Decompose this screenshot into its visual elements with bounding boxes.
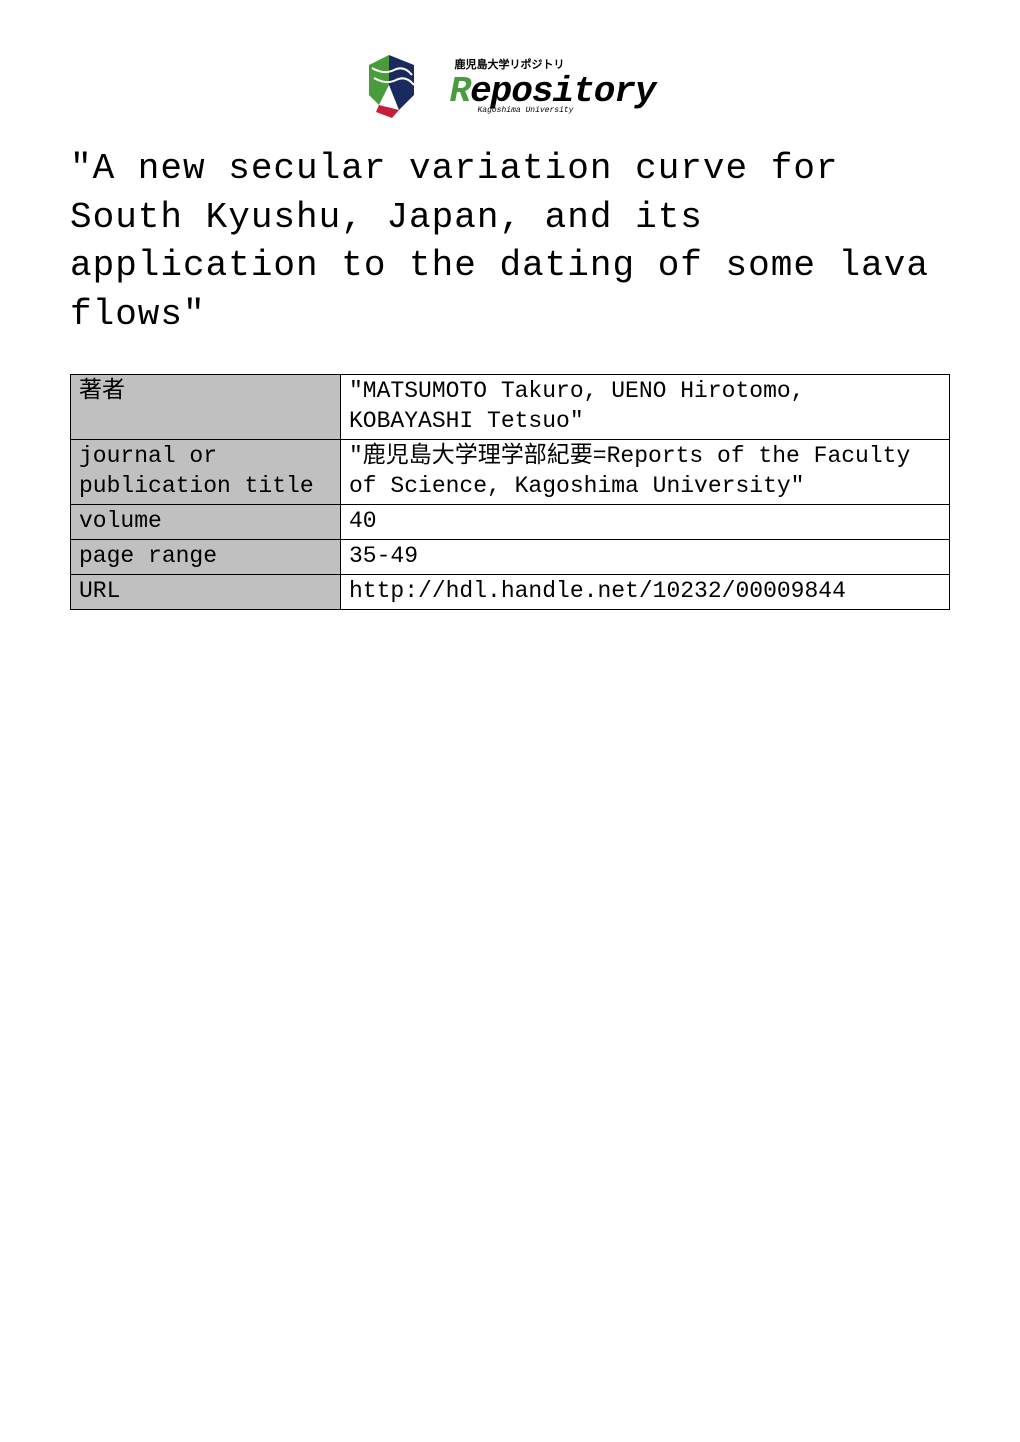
meta-value: 35-49 [341, 539, 950, 574]
logo-tagline: 鹿児島大学リポジトリ [454, 56, 655, 72]
table-row: journal or publication title"鹿児島大学理学部紀要=… [71, 440, 950, 505]
logo-wordmark: Repository [449, 74, 655, 110]
meta-value: "鹿児島大学理学部紀要=Reports of the Faculty of Sc… [341, 440, 950, 505]
meta-label: journal or publication title [71, 440, 341, 505]
repository-logo: 鹿児島大学リポジトリ Repository Kagoshima Universi… [364, 50, 655, 120]
logo-sub: Kagoshima University [477, 106, 655, 115]
logo-container: 鹿児島大学リポジトリ Repository Kagoshima Universi… [70, 50, 950, 120]
logo-r: R [449, 71, 470, 112]
table-row: 著者"MATSUMOTO Takuro, UENO Hirotomo, KOBA… [71, 375, 950, 440]
logo-text: 鹿児島大学リポジトリ Repository Kagoshima Universi… [449, 56, 655, 115]
table-row: URLhttp://hdl.handle.net/10232/00009844 [71, 574, 950, 609]
logo-mark [364, 50, 444, 120]
meta-label: 著者 [71, 375, 341, 440]
document-title: "A new secular variation curve for South… [70, 145, 950, 339]
metadata-table: 著者"MATSUMOTO Takuro, UENO Hirotomo, KOBA… [70, 374, 950, 609]
meta-value: http://hdl.handle.net/10232/00009844 [341, 574, 950, 609]
table-row: volume40 [71, 504, 950, 539]
meta-value: "MATSUMOTO Takuro, UENO Hirotomo, KOBAYA… [341, 375, 950, 440]
table-row: page range35-49 [71, 539, 950, 574]
meta-value: 40 [341, 504, 950, 539]
meta-label: page range [71, 539, 341, 574]
meta-label: URL [71, 574, 341, 609]
meta-label: volume [71, 504, 341, 539]
